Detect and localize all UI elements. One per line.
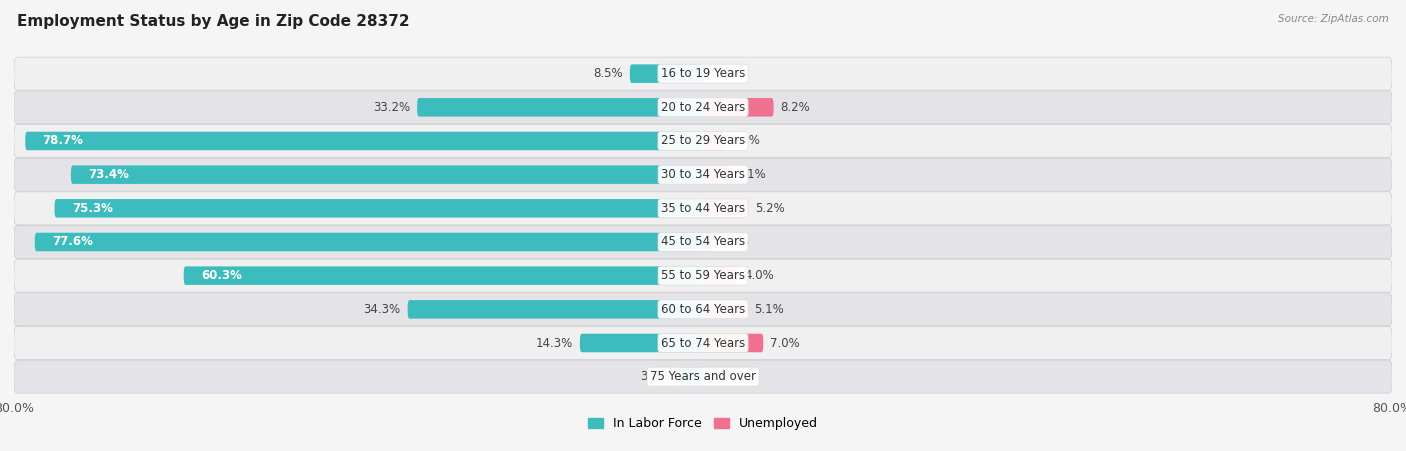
Text: 60 to 64 Years: 60 to 64 Years	[661, 303, 745, 316]
FancyBboxPatch shape	[55, 199, 703, 217]
Text: 65 to 74 Years: 65 to 74 Years	[661, 336, 745, 350]
Text: 3.1%: 3.1%	[737, 168, 766, 181]
Text: 34.3%: 34.3%	[364, 303, 401, 316]
FancyBboxPatch shape	[14, 327, 1392, 359]
Text: 0.0%: 0.0%	[710, 370, 740, 383]
Text: 45 to 54 Years: 45 to 54 Years	[661, 235, 745, 249]
FancyBboxPatch shape	[703, 334, 763, 352]
Text: 25 to 29 Years: 25 to 29 Years	[661, 134, 745, 147]
Text: 4.0%: 4.0%	[744, 269, 775, 282]
FancyBboxPatch shape	[703, 300, 747, 318]
FancyBboxPatch shape	[14, 360, 1392, 393]
FancyBboxPatch shape	[579, 334, 703, 352]
FancyBboxPatch shape	[14, 57, 1392, 90]
FancyBboxPatch shape	[70, 166, 703, 184]
Text: 55 to 59 Years: 55 to 59 Years	[661, 269, 745, 282]
Text: 20 to 24 Years: 20 to 24 Years	[661, 101, 745, 114]
Text: Source: ZipAtlas.com: Source: ZipAtlas.com	[1278, 14, 1389, 23]
Text: 2.4%: 2.4%	[731, 134, 761, 147]
FancyBboxPatch shape	[184, 267, 703, 285]
FancyBboxPatch shape	[703, 267, 738, 285]
FancyBboxPatch shape	[703, 166, 730, 184]
FancyBboxPatch shape	[35, 233, 703, 251]
Text: 30 to 34 Years: 30 to 34 Years	[661, 168, 745, 181]
FancyBboxPatch shape	[14, 226, 1392, 258]
Text: 73.4%: 73.4%	[89, 168, 129, 181]
Text: 60.3%: 60.3%	[201, 269, 242, 282]
Text: Employment Status by Age in Zip Code 28372: Employment Status by Age in Zip Code 283…	[17, 14, 409, 28]
Text: 8.5%: 8.5%	[593, 67, 623, 80]
FancyBboxPatch shape	[14, 259, 1392, 292]
FancyBboxPatch shape	[678, 368, 703, 386]
FancyBboxPatch shape	[630, 64, 703, 83]
FancyBboxPatch shape	[14, 124, 1392, 157]
FancyBboxPatch shape	[703, 233, 713, 251]
Text: 0.0%: 0.0%	[710, 67, 740, 80]
Text: 77.6%: 77.6%	[52, 235, 93, 249]
FancyBboxPatch shape	[14, 158, 1392, 191]
Text: 16 to 19 Years: 16 to 19 Years	[661, 67, 745, 80]
FancyBboxPatch shape	[14, 192, 1392, 225]
Text: 35 to 44 Years: 35 to 44 Years	[661, 202, 745, 215]
FancyBboxPatch shape	[703, 98, 773, 116]
FancyBboxPatch shape	[703, 132, 724, 150]
Text: 5.1%: 5.1%	[754, 303, 783, 316]
Text: 1.1%: 1.1%	[720, 235, 749, 249]
Text: 75 Years and over: 75 Years and over	[650, 370, 756, 383]
Text: 78.7%: 78.7%	[42, 134, 83, 147]
FancyBboxPatch shape	[418, 98, 703, 116]
Text: 8.2%: 8.2%	[780, 101, 810, 114]
Text: 3.0%: 3.0%	[641, 370, 671, 383]
FancyBboxPatch shape	[14, 91, 1392, 124]
Text: 7.0%: 7.0%	[770, 336, 800, 350]
Text: 5.2%: 5.2%	[755, 202, 785, 215]
Legend: In Labor Force, Unemployed: In Labor Force, Unemployed	[583, 412, 823, 435]
Text: 14.3%: 14.3%	[536, 336, 574, 350]
FancyBboxPatch shape	[14, 293, 1392, 326]
Text: 33.2%: 33.2%	[373, 101, 411, 114]
Text: 75.3%: 75.3%	[72, 202, 112, 215]
FancyBboxPatch shape	[25, 132, 703, 150]
FancyBboxPatch shape	[703, 199, 748, 217]
FancyBboxPatch shape	[408, 300, 703, 318]
